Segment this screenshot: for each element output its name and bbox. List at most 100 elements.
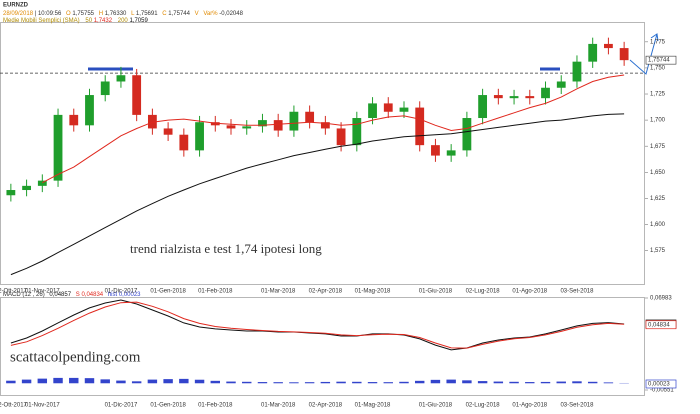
histogram-bar xyxy=(336,381,346,384)
x-tick-label: 01-Nov-2017 xyxy=(25,403,60,409)
candle-body xyxy=(336,128,346,146)
x-tick-label: 01-Feb-2018 xyxy=(198,289,233,295)
y-tick-label: 1,675 xyxy=(650,144,666,150)
legend-value: 1,7432 xyxy=(94,18,113,24)
value-label: 0,04834 xyxy=(648,322,670,328)
info-date: 28/09/2018 xyxy=(3,11,34,17)
histogram-bar xyxy=(242,381,252,384)
symbol: EURNZD xyxy=(3,3,29,9)
histogram-bar xyxy=(525,382,535,384)
y-tick-label: 1,575 xyxy=(650,248,666,254)
x-tick-label: 01-Giu-2018 xyxy=(419,289,453,295)
histogram-bar xyxy=(100,379,110,384)
candle-body xyxy=(195,122,204,151)
candle-body xyxy=(116,75,126,82)
histogram-bar xyxy=(6,380,16,384)
legend-value: 0,04834 xyxy=(81,292,103,298)
legend-value: 0,04857 xyxy=(49,292,71,298)
value-box xyxy=(645,320,677,330)
histogram-bar xyxy=(37,378,48,384)
x-tick-label: 01-Nov-2017 xyxy=(25,289,60,295)
candle-body xyxy=(588,43,598,62)
candle-body xyxy=(493,95,503,99)
histogram-bar xyxy=(493,381,504,384)
macd-params: (12 , 26) xyxy=(22,292,44,298)
y-tick-label: 1,750 xyxy=(650,65,666,71)
histogram-bar xyxy=(572,381,582,384)
candle-body xyxy=(525,96,535,99)
annotation: trend rialzista e test 1,74 ipotesi long xyxy=(130,241,322,256)
x-tick-label: 01-Dic-2017 xyxy=(105,403,138,409)
x-tick-label: 01-Mag-2018 xyxy=(355,289,391,295)
x-tick-label: 02-Apr-2018 xyxy=(309,403,343,409)
candle-body xyxy=(431,145,440,156)
histogram-bar xyxy=(430,379,441,384)
candle-body xyxy=(242,126,252,129)
candle-body xyxy=(258,120,267,127)
histogram-bar xyxy=(116,380,126,384)
x-tick-label: 02-Ott-2017 xyxy=(0,289,28,295)
histogram-bar xyxy=(69,377,79,384)
histogram-bar xyxy=(210,380,221,384)
legend-name: hist xyxy=(108,292,118,298)
y-tick-label: 1,650 xyxy=(650,170,666,176)
line-series xyxy=(42,74,625,184)
y-tick-label: 0,06983 xyxy=(650,296,672,302)
histogram-bar xyxy=(540,381,551,384)
histogram-bar xyxy=(147,379,158,384)
candle-body xyxy=(226,125,236,129)
info-key: V xyxy=(195,11,199,17)
price-label: 1,75744 xyxy=(648,58,670,64)
histogram-bar xyxy=(414,380,425,384)
candle-body xyxy=(509,96,519,99)
candle-body xyxy=(37,180,47,186)
histogram-bar xyxy=(367,382,378,384)
histogram-bar xyxy=(273,382,283,384)
histogram-bar xyxy=(84,378,95,384)
candle-body xyxy=(163,128,173,135)
candle-body xyxy=(69,114,79,126)
candle-body xyxy=(368,103,377,119)
histogram-bar xyxy=(383,382,393,384)
legend-name: 200 xyxy=(118,18,129,24)
candle-body xyxy=(273,120,283,131)
x-tick-label: 01-Ago-2018 xyxy=(512,403,547,409)
histogram-bar xyxy=(304,382,315,384)
x-tick-label: 01-Gen-2018 xyxy=(150,403,186,409)
candle-body xyxy=(305,111,315,123)
histogram-bar xyxy=(603,382,614,384)
info-value: -0,02048 xyxy=(219,11,243,17)
x-tick-label: 03-Set-2018 xyxy=(560,403,594,409)
candle-body xyxy=(619,48,629,61)
histogram-bar xyxy=(257,382,268,384)
x-tick-label: 01-Mag-2018 xyxy=(355,403,391,409)
projection-arrow xyxy=(629,33,659,75)
candle-body xyxy=(100,81,110,96)
info-value: 1,75691 xyxy=(136,11,158,17)
x-tick-label: 01-Giu-2018 xyxy=(419,403,453,409)
candle-body xyxy=(179,134,189,151)
x-tick-label: 03-Set-2018 xyxy=(560,289,594,295)
candle-body xyxy=(352,118,362,146)
x-tick-label: 02-Apr-2018 xyxy=(309,289,343,295)
x-tick-label: 01-Ago-2018 xyxy=(512,289,547,295)
histogram-bar xyxy=(509,381,519,384)
histogram-bar xyxy=(320,381,331,384)
candle-body xyxy=(446,150,456,156)
watermark: scattacolpending.com xyxy=(10,349,141,365)
candle-body xyxy=(541,87,550,99)
info-key: L xyxy=(131,11,135,17)
macd-pane xyxy=(0,297,645,396)
macd-legend: MACD (12 , 26) 0,04857 S 0,04834 hist 0,… xyxy=(3,292,141,298)
histogram-bar xyxy=(194,379,205,384)
x-tick-label: 01-Mar-2018 xyxy=(261,289,296,295)
x-tick-label: 01-Dic-2017 xyxy=(105,289,138,295)
candle-body xyxy=(289,111,299,131)
histogram-bar xyxy=(21,379,32,384)
histogram-bar xyxy=(477,381,488,384)
x-tick-label: 01-Gen-2018 xyxy=(150,289,186,295)
y-tick-label: 1,775 xyxy=(650,39,666,45)
y-tick-label: -0,00551 xyxy=(650,388,674,394)
candle-body xyxy=(572,61,582,82)
